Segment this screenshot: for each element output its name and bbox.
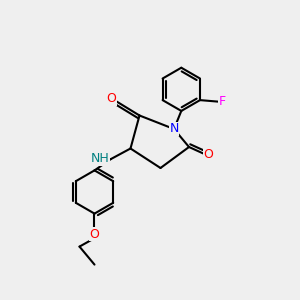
Text: N: N (169, 122, 179, 136)
Text: O: O (90, 227, 99, 241)
Text: O: O (106, 92, 116, 106)
Text: O: O (204, 148, 213, 161)
Text: NH: NH (91, 152, 110, 166)
Text: F: F (219, 95, 226, 108)
